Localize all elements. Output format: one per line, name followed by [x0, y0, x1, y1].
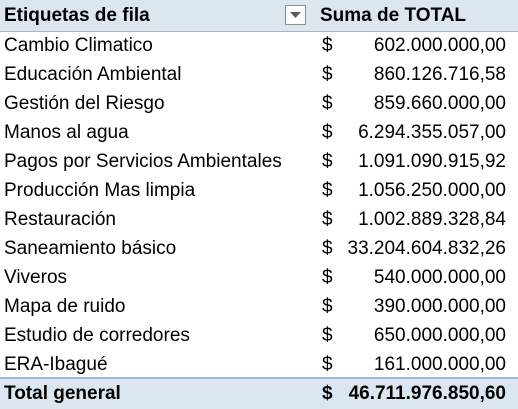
row-value: 860.126.716,58 [373, 64, 506, 85]
pivot-row[interactable]: Saneamiento básico $ 33.204.604.832,26 [0, 234, 518, 263]
row-label: Viveros [4, 267, 68, 288]
row-labels-header[interactable]: Etiquetas de fila [4, 5, 150, 26]
row-value: 6.294.355.057,00 [358, 122, 506, 143]
row-label: ERA-Ibagué [4, 354, 108, 375]
row-label: Saneamiento básico [4, 238, 177, 259]
pivot-row[interactable]: Educación Ambiental $ 860.126.716,58 [0, 60, 518, 89]
currency-symbol: $ [322, 354, 333, 375]
pivot-row[interactable]: Producción Mas limpia $ 1.056.250.000,00 [0, 176, 518, 205]
row-value: 390.000.000,00 [373, 296, 506, 317]
row-label: Gestión del Riesgo [4, 93, 165, 114]
pivot-row[interactable]: Restauración $ 1.002.889.328,84 [0, 205, 518, 234]
row-label: Estudio de corredores [4, 325, 190, 346]
row-label: Restauración [4, 209, 116, 230]
row-label: Manos al agua [4, 122, 129, 143]
row-label: Cambio Climatico [4, 35, 153, 56]
currency-symbol: $ [322, 151, 333, 172]
pivot-row[interactable]: Mapa de ruido $ 390.000.000,00 [0, 292, 518, 321]
dropdown-arrow-icon [290, 12, 301, 18]
currency-symbol: $ [322, 35, 333, 56]
currency-symbol: $ [322, 209, 333, 230]
currency-symbol: $ [322, 296, 333, 317]
row-value: 602.000.000,00 [373, 35, 506, 56]
row-value: 1.056.250.000,00 [358, 180, 506, 201]
currency-symbol: $ [322, 325, 333, 346]
pivot-row[interactable]: Cambio Climatico $ 602.000.000,00 [0, 31, 518, 60]
row-label: Educación Ambiental [4, 64, 182, 85]
pivot-row[interactable]: Pagos por Servicios Ambientales $ 1.091.… [0, 147, 518, 176]
row-label: Producción Mas limpia [4, 180, 196, 201]
currency-symbol: $ [322, 238, 333, 259]
grand-total-label: Total general [4, 383, 121, 404]
pivot-row[interactable]: Estudio de corredores $ 650.000.000,00 [0, 321, 518, 350]
row-label: Mapa de ruido [4, 296, 126, 317]
pivot-row[interactable]: ERA-Ibagué $ 161.000.000,00 [0, 350, 518, 379]
currency-symbol: $ [322, 64, 333, 85]
row-value: 1.091.090.915,92 [358, 151, 506, 172]
row-filter-button[interactable] [285, 5, 306, 25]
pivot-row[interactable]: Gestión del Riesgo $ 859.660.000,00 [0, 89, 518, 118]
currency-symbol: $ [322, 122, 333, 143]
currency-symbol: $ [322, 267, 333, 288]
row-value: 33.204.604.832,26 [347, 238, 507, 259]
row-value: 161.000.000,00 [373, 354, 506, 375]
grand-total-row[interactable]: Total general $ 46.711.976.850,60 [0, 377, 518, 409]
pivot-row[interactable]: Manos al agua $ 6.294.355.057,00 [0, 118, 518, 147]
row-value: 650.000.000,00 [373, 325, 506, 346]
sum-total-header[interactable]: Suma de TOTAL [320, 5, 467, 26]
pivot-header-row: Etiquetas de fila Suma de TOTAL [0, 0, 518, 32]
pivot-row[interactable]: Viveros $ 540.000.000,00 [0, 263, 518, 292]
currency-symbol: $ [322, 93, 333, 114]
row-value: 1.002.889.328,84 [358, 209, 506, 230]
row-value: 540.000.000,00 [373, 267, 506, 288]
row-label: Pagos por Servicios Ambientales [4, 151, 282, 172]
currency-symbol: $ [322, 180, 333, 201]
grand-total-value: 46.711.976.850,60 [348, 383, 506, 404]
row-value: 859.660.000,00 [373, 93, 506, 114]
currency-symbol: $ [322, 383, 333, 404]
